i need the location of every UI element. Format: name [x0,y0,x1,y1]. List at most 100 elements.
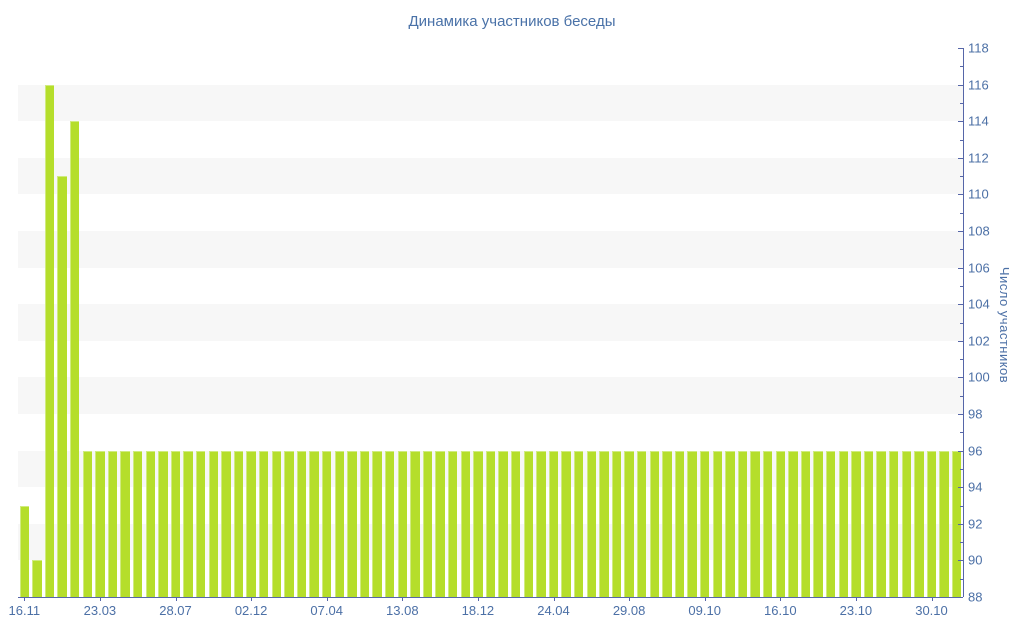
bar[interactable] [246,450,256,597]
bar[interactable] [939,450,949,597]
bar[interactable] [561,450,571,597]
y-tick-label: 100 [968,369,990,385]
bar[interactable] [813,450,823,597]
bar[interactable] [95,450,105,597]
bar[interactable] [422,450,433,597]
bar[interactable] [510,450,521,597]
bar[interactable] [309,450,319,597]
bar[interactable] [485,450,496,597]
y-minor-tick [960,212,963,214]
x-tick-label: 23.03 [83,603,117,618]
bar[interactable] [107,450,118,597]
x-tick [477,597,479,601]
plot-area: 118 116 114 112 110 108 106 104 102 100 98 96 94 92 90… [9,41,990,619]
bar[interactable] [863,450,874,597]
bar[interactable] [851,450,861,597]
bar[interactable] [536,450,546,597]
bar[interactable] [296,450,307,597]
bar[interactable] [674,450,685,597]
bar[interactable] [460,450,471,597]
bar[interactable] [687,450,697,597]
x-tick [704,597,706,601]
y-axis-title: Число участников [997,266,1012,384]
bar[interactable] [775,450,786,597]
y-tick [958,267,963,269]
y-tick [958,194,963,196]
bar[interactable] [523,450,534,597]
bar[interactable] [825,450,836,597]
bar[interactable] [158,450,168,597]
bar[interactable] [914,450,924,597]
bar[interactable] [69,121,80,597]
bar[interactable] [586,450,597,597]
bar[interactable] [359,450,370,597]
bar[interactable] [712,450,723,597]
bar[interactable] [725,450,735,597]
bar[interactable] [951,450,962,597]
bar[interactable] [447,450,458,597]
bar[interactable] [221,450,231,597]
bar[interactable] [183,450,193,597]
bar[interactable] [19,505,30,597]
bar[interactable] [926,450,937,597]
bar[interactable] [384,450,395,597]
bar[interactable] [699,450,710,597]
bar[interactable] [662,450,672,597]
bar[interactable] [145,450,156,597]
bar[interactable] [649,450,660,597]
y-minor-tick [960,395,963,397]
x-tick [99,597,101,601]
bar[interactable] [120,450,130,597]
y-tick [958,523,963,525]
bar[interactable] [347,450,357,597]
bar[interactable] [44,84,55,597]
bar[interactable] [788,450,798,597]
y-minor-tick [960,505,963,507]
y-minor-tick [960,359,963,361]
bar[interactable] [258,450,269,597]
bar[interactable] [624,450,634,597]
bar[interactable] [170,450,181,597]
bar[interactable] [473,450,483,597]
x-tick-label: 16.11 [8,603,41,618]
bar[interactable] [838,450,849,597]
bar[interactable] [372,450,382,597]
bar[interactable] [271,450,282,597]
bar[interactable] [800,450,811,597]
x-tick [251,597,253,601]
bar[interactable] [397,450,408,597]
bar[interactable] [901,450,912,597]
bar[interactable] [750,450,760,597]
y-tick [958,231,963,232]
bar[interactable] [284,450,294,597]
bar[interactable] [498,450,508,597]
bar[interactable] [410,450,420,597]
bar[interactable] [599,450,609,597]
bar[interactable] [876,450,886,597]
bar[interactable] [321,450,332,597]
bar[interactable] [208,450,219,597]
bar[interactable] [611,450,622,597]
bar[interactable] [573,450,584,597]
x-tick-label: 16.10 [764,603,797,618]
y-minor-tick [960,139,963,141]
bar[interactable] [32,560,42,597]
x-tick [629,597,631,601]
y-minor-tick [960,249,963,251]
bar[interactable] [548,450,559,597]
bar[interactable] [132,450,143,597]
x-tick [175,597,177,601]
bar[interactable] [888,450,899,597]
bar[interactable] [737,450,748,597]
bar[interactable] [195,450,206,597]
bar[interactable] [233,450,244,597]
bar[interactable] [636,450,647,597]
x-tick-label: 18.12 [461,603,495,618]
bar[interactable] [435,450,445,597]
y-tick-label: 114 [968,113,989,129]
bar[interactable] [57,176,67,597]
bar[interactable] [82,450,93,597]
bar[interactable] [762,450,773,597]
bar[interactable] [334,450,345,597]
y-tick-label: 118 [968,40,989,56]
